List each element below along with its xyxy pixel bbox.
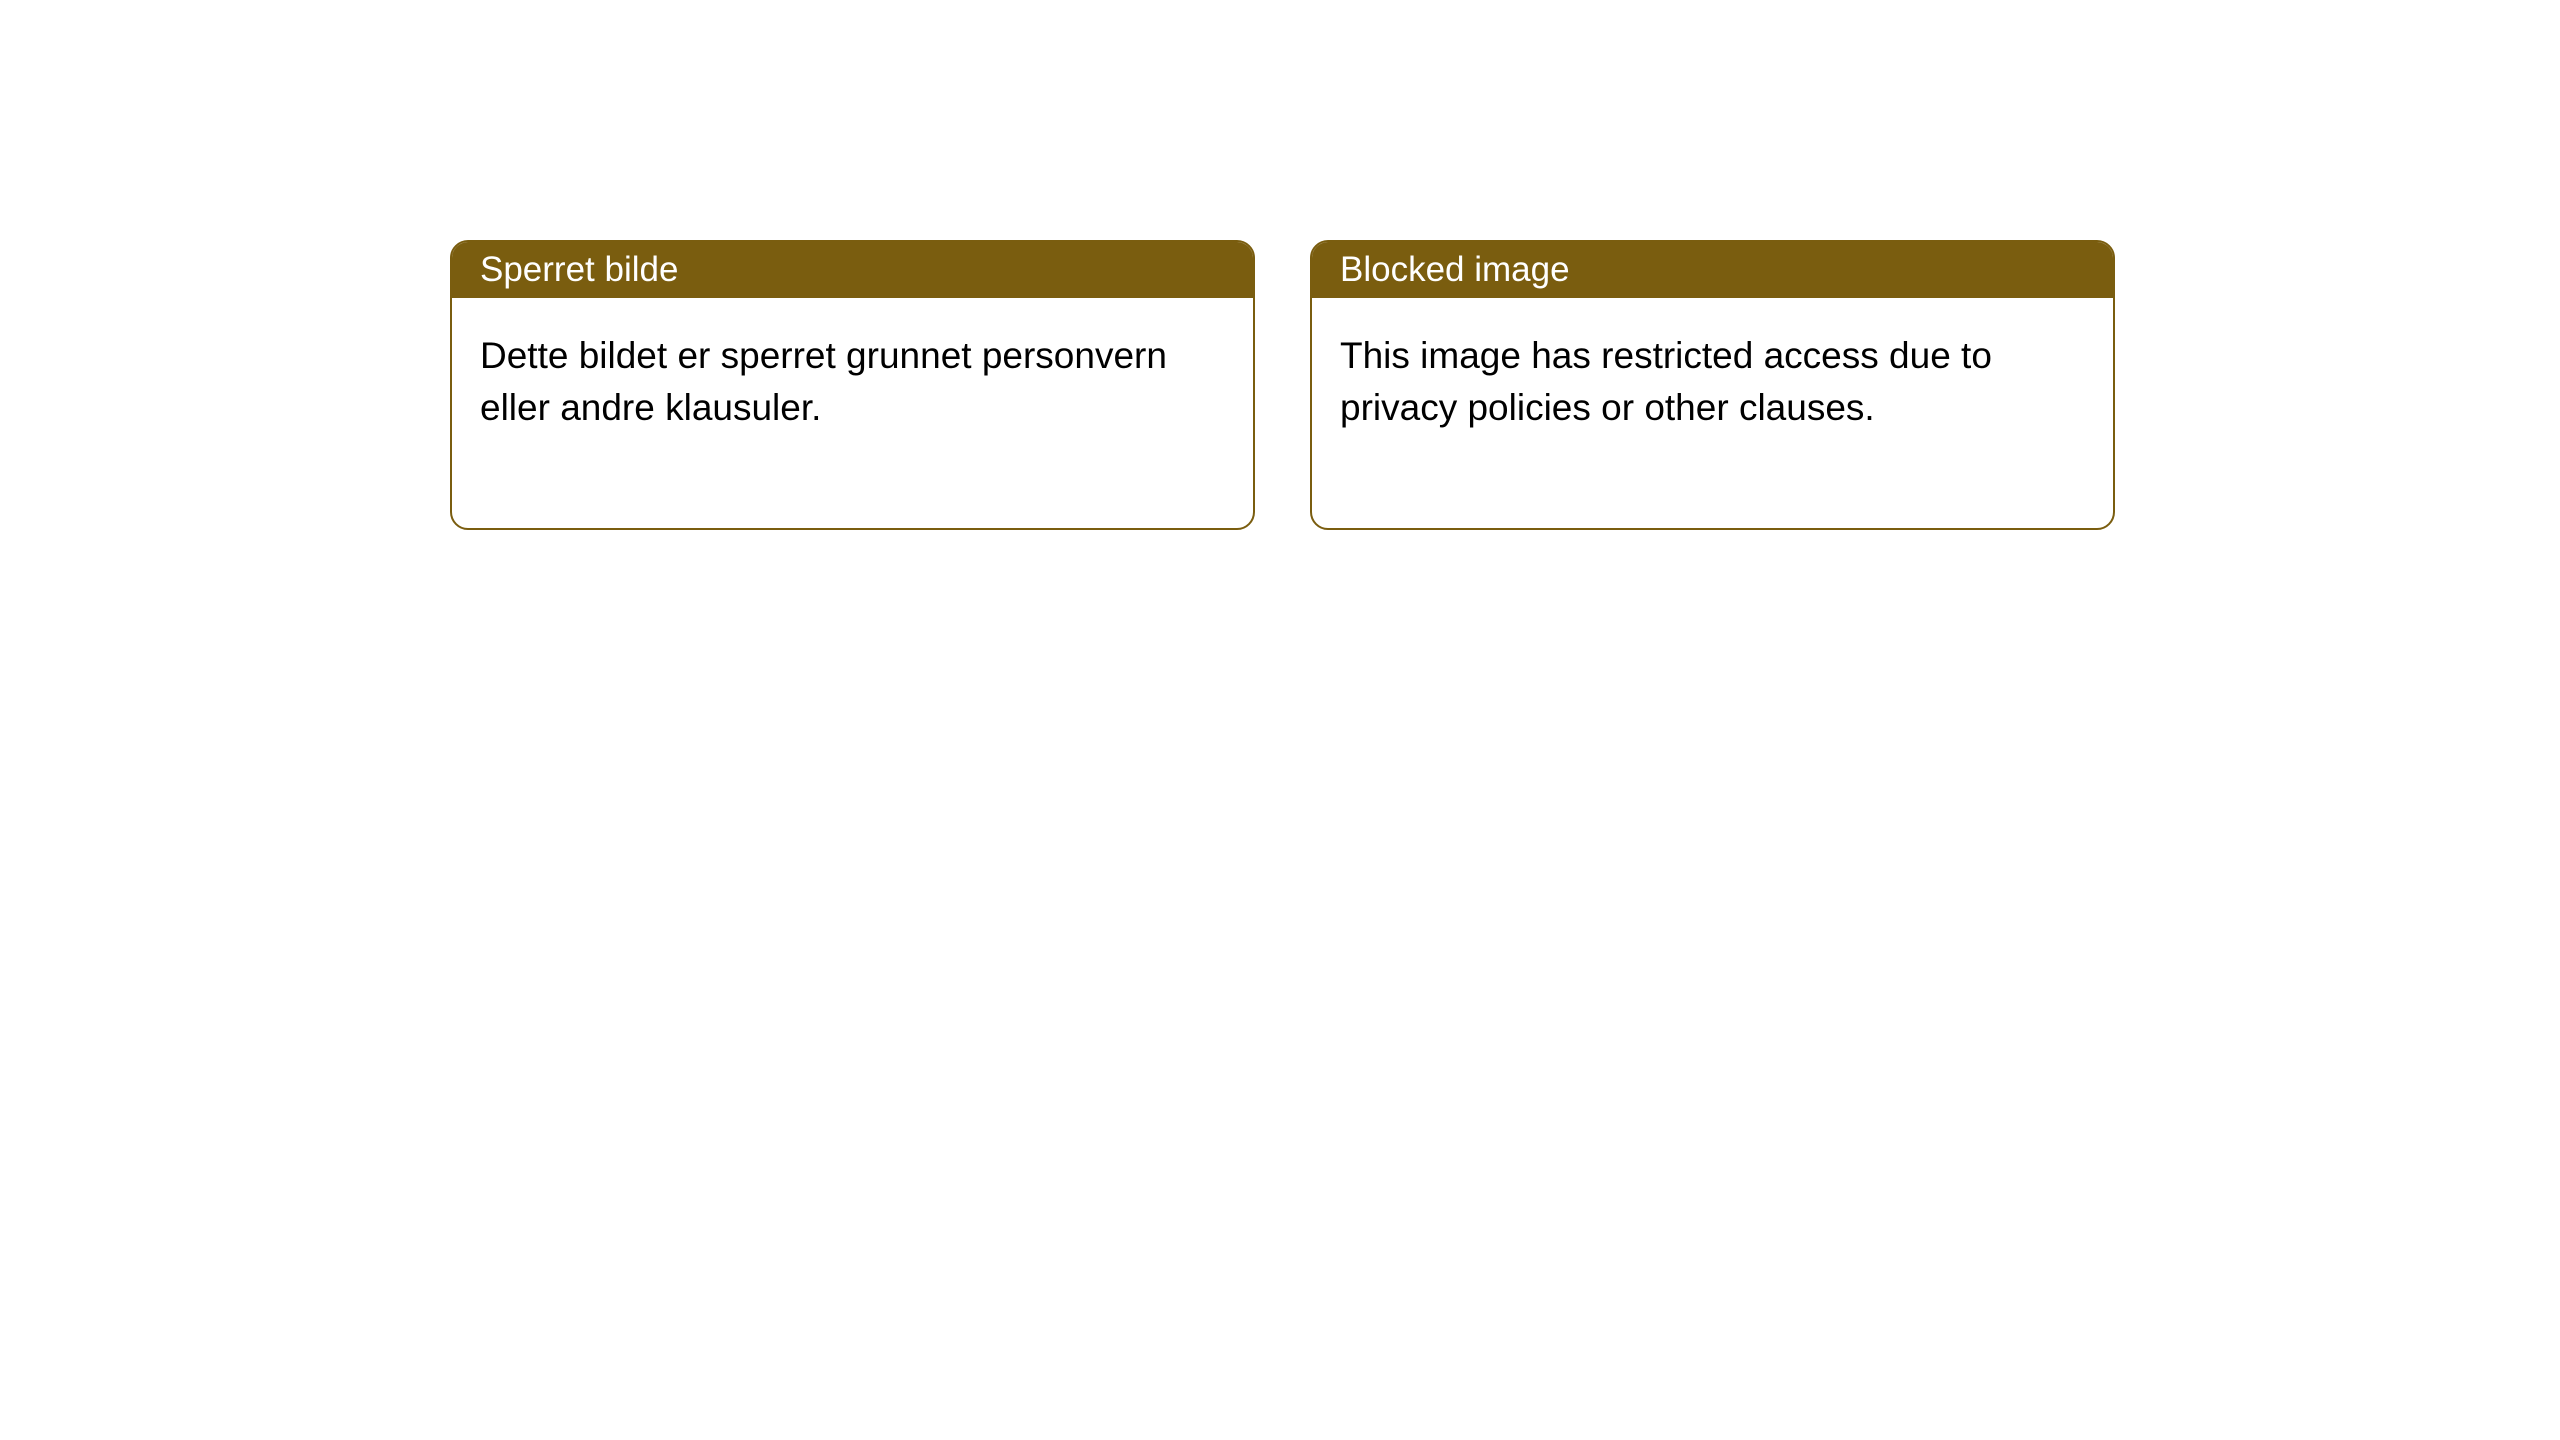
notice-title: Blocked image bbox=[1340, 250, 1570, 289]
notice-header: Blocked image bbox=[1312, 242, 2113, 298]
notice-container: Sperret bilde Dette bildet er sperret gr… bbox=[0, 0, 2560, 530]
notice-box-norwegian: Sperret bilde Dette bildet er sperret gr… bbox=[450, 240, 1255, 530]
notice-message: Dette bildet er sperret grunnet personve… bbox=[480, 335, 1167, 428]
notice-message: This image has restricted access due to … bbox=[1340, 335, 1992, 428]
notice-body: This image has restricted access due to … bbox=[1312, 298, 2113, 528]
notice-body: Dette bildet er sperret grunnet personve… bbox=[452, 298, 1253, 528]
notice-title: Sperret bilde bbox=[480, 250, 678, 289]
notice-header: Sperret bilde bbox=[452, 242, 1253, 298]
notice-box-english: Blocked image This image has restricted … bbox=[1310, 240, 2115, 530]
